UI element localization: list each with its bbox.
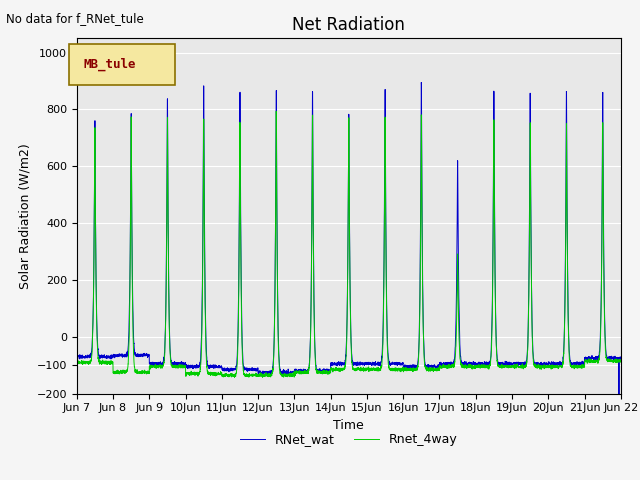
RNet_wat: [502, 362, 509, 368]
Rnet_4way: [471, 363, 479, 369]
Rnet_4way: [73, 359, 81, 365]
RNet_wat: [471, 361, 479, 367]
FancyBboxPatch shape: [68, 44, 175, 84]
X-axis label: Time: Time: [333, 419, 364, 432]
Rnet_4way: [273, 108, 280, 114]
RNet_wat: [73, 352, 81, 358]
RNet_wat: [328, 360, 336, 366]
RNet_wat: [441, 360, 449, 366]
Legend: RNet_wat, Rnet_4way: RNet_wat, Rnet_4way: [235, 428, 463, 451]
Rnet_4way: [171, 363, 179, 369]
Rnet_4way: [441, 363, 449, 369]
Title: Net Radiation: Net Radiation: [292, 16, 405, 34]
Text: MB_tule: MB_tule: [83, 57, 136, 71]
Rnet_4way: [329, 366, 337, 372]
Rnet_4way: [502, 363, 509, 369]
Rnet_4way: [617, 358, 625, 363]
RNet_wat: [615, 395, 623, 401]
Y-axis label: Solar Radiation (W/m2): Solar Radiation (W/m2): [18, 143, 31, 289]
RNet_wat: [171, 360, 179, 366]
RNet_wat: [417, 80, 425, 85]
RNet_wat: [616, 354, 624, 360]
Line: RNet_wat: RNet_wat: [77, 83, 621, 398]
RNet_wat: [617, 355, 625, 360]
Rnet_4way: [259, 374, 266, 380]
Text: No data for f_RNet_tule: No data for f_RNet_tule: [6, 12, 144, 25]
Line: Rnet_4way: Rnet_4way: [77, 111, 621, 377]
Rnet_4way: [616, 360, 624, 365]
